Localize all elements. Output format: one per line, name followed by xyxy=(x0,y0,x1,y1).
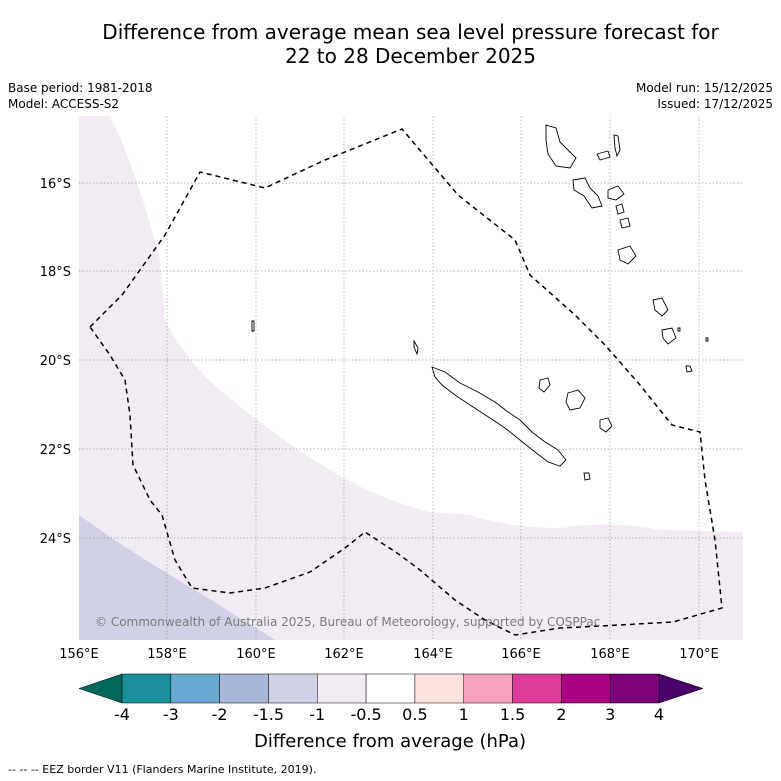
lat-labels: 16°S 18°S 20°S 22°S 24°S xyxy=(40,177,71,547)
lon-label: 156°E xyxy=(59,647,99,662)
eez-legend: -- -- -- EEZ border V11 (Flanders Marine… xyxy=(8,763,317,776)
loyalty-mare xyxy=(599,417,613,433)
vanuatu-pentecost xyxy=(607,185,625,201)
colorbar-tick-label: -3 xyxy=(163,705,179,724)
colorbar-cell xyxy=(561,673,611,704)
vanuatu-erromango xyxy=(617,245,637,265)
vanuatu-epi xyxy=(615,203,625,215)
vanuatu-tanna xyxy=(652,297,669,317)
map-area: © Commonwealth of Australia 2025, Bureau… xyxy=(79,116,743,640)
colorbar-tick-label: -1 xyxy=(309,705,325,724)
vanuatu-islet-b xyxy=(705,337,709,342)
lat-label: 22°S xyxy=(40,443,71,458)
copyright-note: © Commonwealth of Australia 2025, Bureau… xyxy=(95,615,600,629)
lon-label: 166°E xyxy=(501,647,541,662)
vanuatu-aneityum xyxy=(661,327,677,345)
lon-label: 170°E xyxy=(679,647,719,662)
eez-border xyxy=(89,128,723,636)
chesterfield-reef xyxy=(251,320,255,332)
lon-label: 168°E xyxy=(590,647,630,662)
vanuatu-efate xyxy=(619,217,631,229)
colorbar-tick-label: -0.5 xyxy=(350,705,381,724)
land-masses xyxy=(251,124,709,481)
vanuatu-malekula xyxy=(572,177,603,209)
colorbar-cell xyxy=(170,673,220,704)
belep-island xyxy=(413,339,419,356)
colorbar-cell xyxy=(463,673,513,704)
lat-label: 20°S xyxy=(40,354,71,369)
vanuatu-ambae xyxy=(596,150,611,161)
lon-label: 160°E xyxy=(236,647,276,662)
colorbar-cell xyxy=(365,673,416,704)
vanuatu-espiritu-santo xyxy=(545,124,577,169)
colorbar-tick-label: -2 xyxy=(212,705,228,724)
colorbar-tick-label: 4 xyxy=(654,705,664,724)
colorbar-tick-label: 1 xyxy=(459,705,469,724)
colorbar-max-arrow xyxy=(658,673,704,704)
lon-label: 162°E xyxy=(324,647,364,662)
chart-title: Difference from average mean sea level p… xyxy=(40,20,781,68)
colorbar-tick-label: 0.5 xyxy=(402,705,427,724)
colorbar-tick-label: -1.5 xyxy=(253,705,284,724)
colorbar-min-arrow xyxy=(78,673,123,704)
loyalty-lifou xyxy=(565,389,586,411)
vanuatu-islet-a xyxy=(685,365,693,373)
title-line-2: 22 to 28 December 2025 xyxy=(284,44,536,68)
new-caledonia-island xyxy=(431,366,567,467)
isle-of-pines xyxy=(583,472,591,481)
lon-label: 158°E xyxy=(147,647,187,662)
colorbar-cell xyxy=(317,673,367,704)
colorbar-cell xyxy=(609,673,660,704)
colorbar-label: Difference from average (hPa) xyxy=(254,731,526,752)
lat-label: 16°S xyxy=(40,177,71,192)
colorbar-cell xyxy=(414,673,464,704)
vanuatu-maewo xyxy=(613,134,621,158)
colorbar-tick-label: -4 xyxy=(114,705,130,724)
gridlines xyxy=(79,116,743,640)
lon-label: 164°E xyxy=(413,647,453,662)
base-period: Base period: 1981-2018 xyxy=(8,81,153,95)
colorbar-tick-label: 3 xyxy=(605,705,615,724)
colorbar-cell xyxy=(268,673,318,704)
lon-labels: 156°E 158°E 160°E 162°E 164°E 166°E 168°… xyxy=(59,647,719,662)
colorbar-cell xyxy=(512,673,562,704)
colorbar: -4 -3 -2 -1.5 -1 -0.5 0.5 1 1.5 2 3 4 xyxy=(78,673,704,724)
colorbar-tick-label: 2 xyxy=(556,705,566,724)
colorbar-tick-label: 1.5 xyxy=(500,705,525,724)
title-line-1: Difference from average mean sea level p… xyxy=(102,20,719,44)
meta-right: Model run: 15/12/2025 Issued: 17/12/2025 xyxy=(636,80,773,112)
anomaly-region-minus05 xyxy=(79,116,743,640)
issued-date: Issued: 17/12/2025 xyxy=(657,97,773,111)
colorbar-cell xyxy=(121,673,172,704)
anomaly-region-minus1 xyxy=(79,515,275,640)
colorbar-cell xyxy=(219,673,269,704)
meta-left: Base period: 1981-2018 Model: ACCESS-S2 xyxy=(8,80,153,112)
model-name: Model: ACCESS-S2 xyxy=(8,97,120,111)
islet-c xyxy=(677,327,681,332)
model-run: Model run: 15/12/2025 xyxy=(635,81,773,95)
loyalty-ouvea xyxy=(538,377,551,393)
lat-label: 18°S xyxy=(40,265,71,280)
lat-label: 24°S xyxy=(40,532,71,547)
